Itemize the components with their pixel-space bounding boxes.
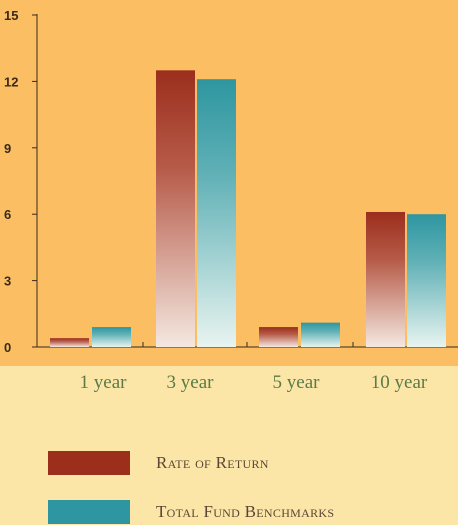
bars-group [50,70,446,347]
legend-swatch-rate-of-return [48,451,130,475]
x-category-label: 3 year [167,372,215,393]
legend-label-rate-of-return: Rate of Return [156,453,269,472]
legend-label-total-fund-benchmarks: Total Fund Benchmarks [156,502,335,521]
bar-rate-of-return-1 [156,70,195,347]
y-tick-label: 9 [4,141,11,156]
bar-total-fund-benchmarks-0 [92,327,131,347]
x-category-label: 1 year [80,372,128,393]
y-tick-label: 12 [4,74,18,89]
labels-group: 0 3 6 9 12 15 1 year 3 year 5 year 10 year [4,8,428,393]
legend-item-total-fund-benchmarks: Total Fund Benchmarks [48,500,334,524]
y-tick-label: 15 [4,8,18,23]
bar-rate-of-return-0 [50,338,89,347]
bar-rate-of-return-2 [259,327,298,347]
x-category-label: 5 year [273,372,321,393]
y-tick-label: 6 [4,207,11,222]
bar-rate-of-return-3 [366,211,405,347]
bar-total-fund-benchmarks-3 [407,214,446,347]
bar-total-fund-benchmarks-1 [197,79,236,347]
legend-item-rate-of-return: Rate of Return [48,451,269,475]
legend-swatch-total-fund-benchmarks [48,500,130,524]
bar-total-fund-benchmarks-2 [301,322,340,347]
y-tick-label: 3 [4,274,11,289]
x-category-label: 10 year [371,372,428,393]
y-tick-label: 0 [4,340,11,355]
